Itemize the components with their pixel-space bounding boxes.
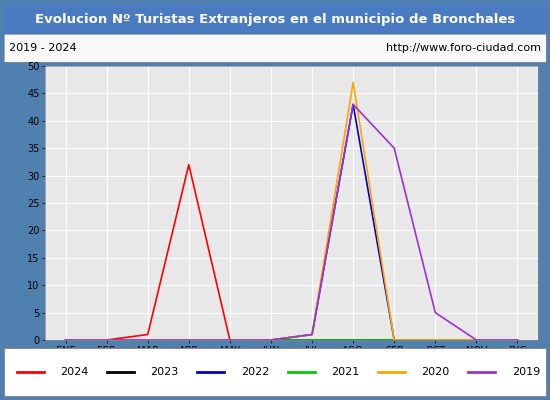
- Text: 2023: 2023: [150, 367, 179, 377]
- Text: 2022: 2022: [241, 367, 269, 377]
- Text: 2024: 2024: [60, 367, 89, 377]
- Text: 2020: 2020: [421, 367, 449, 377]
- Text: http://www.foro-ciudad.com: http://www.foro-ciudad.com: [386, 43, 541, 53]
- Text: 2019 - 2024: 2019 - 2024: [9, 43, 77, 53]
- Text: 2019: 2019: [512, 367, 540, 377]
- Text: Evolucion Nº Turistas Extranjeros en el municipio de Bronchales: Evolucion Nº Turistas Extranjeros en el …: [35, 12, 515, 26]
- Text: 2021: 2021: [331, 367, 359, 377]
